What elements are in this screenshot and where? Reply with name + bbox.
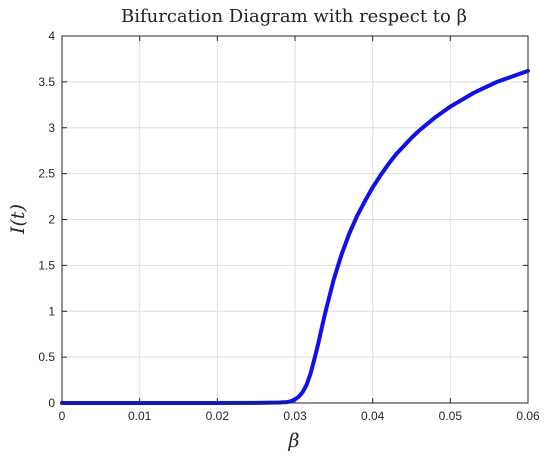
y-tick-label: 2 <box>48 213 55 227</box>
y-tick-label: 1 <box>48 304 55 318</box>
x-tick-label: 0 <box>59 409 66 423</box>
y-tick-label: 3 <box>48 121 55 135</box>
y-tick-label: 0.5 <box>38 350 55 364</box>
y-tick-label: 3.5 <box>38 75 55 89</box>
tick-labels: 0 0.01 0.02 0.03 0.04 0.05 0.06 0 0.5 1 1.5 2 2.5 3 3.… <box>38 29 540 423</box>
series-line <box>60 68 530 405</box>
y-tick-label: 0 <box>48 396 55 410</box>
x-tick-label: 0.06 <box>516 409 540 423</box>
y-tick-label: 4 <box>48 29 55 43</box>
y-tick-label: 1.5 <box>38 258 55 272</box>
series-layer <box>60 68 530 405</box>
plot-area-frame <box>61 35 529 404</box>
x-tick-label: 0.03 <box>283 409 307 423</box>
x-axis-label: β <box>288 430 300 452</box>
x-tick-label: 0.02 <box>206 409 230 423</box>
y-tick-label: 2.5 <box>38 167 55 181</box>
x-tick-label: 0.05 <box>439 409 463 423</box>
chart-title: Bifurcation Diagram with respect to β <box>121 6 467 27</box>
grid-lines <box>62 36 528 403</box>
x-tick-label: 0.04 <box>361 409 385 423</box>
x-tick-label: 0.01 <box>128 409 152 423</box>
y-axis-label: I(t) <box>7 204 29 235</box>
